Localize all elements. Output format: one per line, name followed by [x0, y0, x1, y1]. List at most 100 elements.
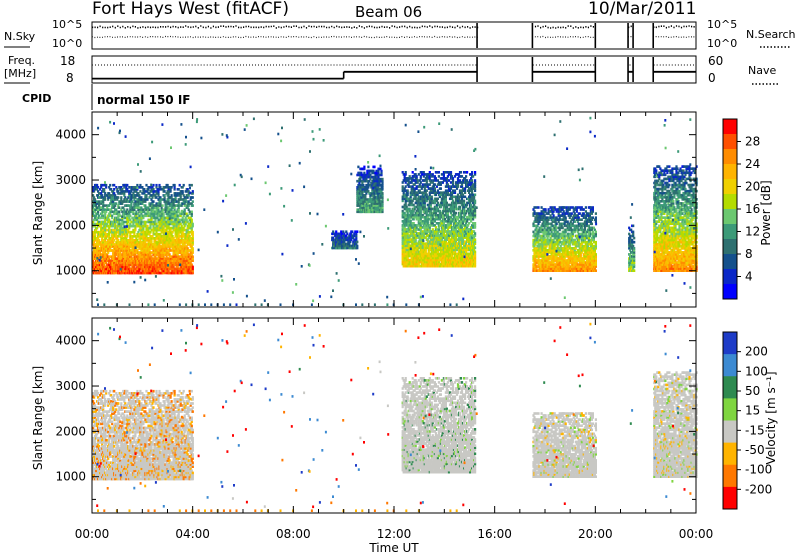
power-cell	[108, 232, 111, 236]
power-cell	[165, 239, 168, 242]
power-cell	[169, 239, 172, 242]
power-cell	[110, 202, 113, 205]
power-cell	[146, 226, 149, 230]
power-cell	[174, 253, 177, 256]
power-cell	[111, 259, 114, 262]
power-cell	[124, 239, 127, 242]
power-cell	[116, 228, 119, 232]
power-cell	[102, 241, 105, 244]
power-cell	[152, 192, 155, 195]
power-cell	[141, 245, 144, 248]
power-cell	[116, 237, 119, 240]
power-cell	[95, 228, 98, 232]
power-cell	[170, 196, 173, 199]
power-cell	[136, 206, 139, 209]
power-cell	[125, 237, 128, 240]
power-cell	[100, 192, 103, 195]
power-cell	[162, 214, 165, 218]
power-cell	[140, 251, 143, 254]
power-cell	[170, 245, 173, 248]
power-cell	[116, 212, 119, 216]
power-cell	[108, 192, 111, 195]
power-cell	[113, 210, 116, 214]
power-cell	[145, 235, 148, 238]
power-cell	[145, 228, 148, 232]
power-cell	[111, 206, 114, 209]
power-cell	[125, 210, 128, 214]
power-cell	[93, 204, 96, 207]
power-cell	[139, 190, 142, 193]
power-cell	[191, 247, 194, 250]
power-cell	[170, 194, 173, 197]
power-cell	[161, 245, 164, 248]
power-cell	[94, 224, 97, 228]
power-cell	[100, 245, 103, 248]
power-cell	[143, 235, 146, 238]
power-cell	[118, 247, 121, 250]
power-cell	[169, 228, 172, 232]
power-cell	[106, 222, 109, 226]
power-cell	[159, 257, 162, 260]
power-cell	[115, 208, 118, 211]
power-cell	[150, 190, 153, 193]
power-cell	[124, 196, 127, 199]
power-cell	[159, 196, 162, 199]
power-cell	[133, 251, 136, 254]
power-cell	[141, 192, 144, 195]
power-cell	[112, 269, 115, 273]
power-cell	[145, 243, 148, 246]
power-cell	[108, 214, 111, 218]
power-cell	[148, 239, 151, 242]
power-cell	[128, 265, 131, 269]
power-cell	[119, 200, 122, 203]
power-cell	[150, 251, 153, 254]
power-cell	[439, 187, 442, 190]
power-cell	[100, 216, 103, 220]
power-cell	[154, 218, 157, 222]
power-cell	[175, 212, 178, 216]
power-cell	[146, 245, 149, 248]
power-cell	[145, 255, 148, 258]
power-cell	[102, 228, 105, 232]
power-cell	[173, 186, 176, 189]
power-cell	[129, 200, 132, 203]
power-cell	[102, 239, 105, 242]
power-cell	[92, 239, 95, 242]
power-cell	[132, 188, 135, 191]
power-cell	[153, 241, 156, 244]
power-cell	[129, 251, 132, 254]
power-cell	[152, 247, 155, 250]
power-cell	[173, 222, 176, 226]
power-cell	[167, 206, 170, 209]
power-cell	[335, 230, 338, 233]
power-cell	[170, 204, 173, 207]
power-cell	[138, 194, 141, 197]
power-cell	[112, 202, 115, 205]
power-cell	[145, 208, 148, 211]
power-cell	[183, 208, 186, 211]
power-cell	[150, 255, 153, 258]
power-cell	[417, 173, 420, 176]
power-cell	[437, 175, 440, 178]
power-cell	[122, 230, 125, 234]
power-cell	[108, 218, 111, 222]
power-cell	[406, 189, 409, 192]
power-cell	[169, 190, 172, 193]
power-cell	[143, 210, 146, 214]
power-cell	[129, 230, 132, 234]
power-cell	[175, 222, 178, 226]
power-cell	[163, 194, 166, 197]
power-cell	[153, 265, 156, 269]
power-cell	[104, 251, 107, 254]
power-cell	[133, 263, 136, 267]
power-cell	[115, 220, 118, 224]
power-cell	[129, 255, 132, 258]
power-cell	[113, 183, 116, 187]
power-cell	[172, 253, 175, 256]
power-cell	[143, 188, 146, 191]
power-cell	[116, 198, 119, 201]
power-cell	[163, 228, 166, 232]
power-cell	[96, 188, 99, 191]
power-cell	[109, 265, 112, 269]
